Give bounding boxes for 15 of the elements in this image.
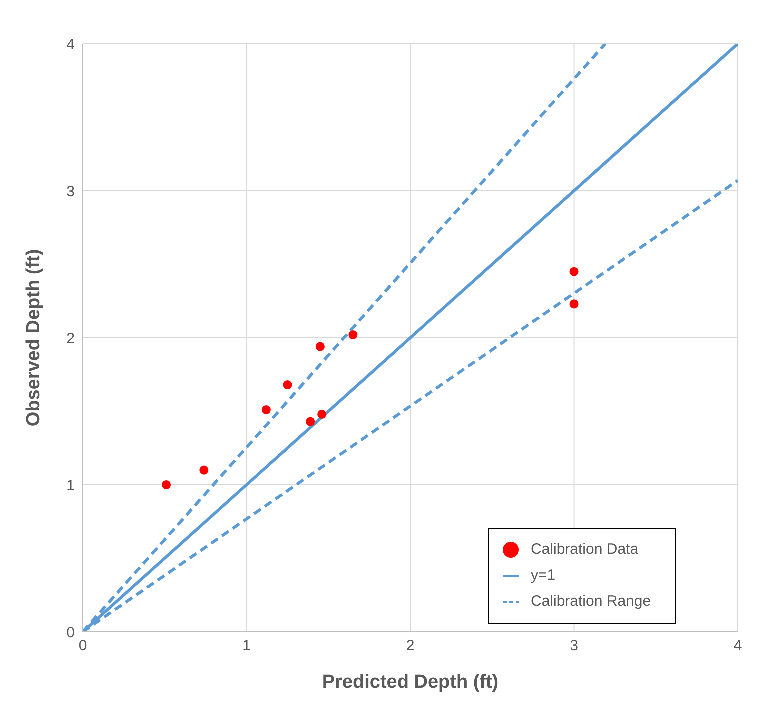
x-tick-label: 4	[734, 638, 742, 655]
legend-label: y=1	[531, 567, 556, 584]
y-tick-label: 3	[66, 183, 75, 200]
x-tick-label: 3	[570, 638, 578, 655]
x-tick-label: 2	[406, 638, 415, 655]
y-tick-label: 4	[66, 36, 75, 54]
y-tick-label: 1	[66, 477, 75, 494]
y-tick-label: 2	[66, 330, 75, 348]
legend-label: Calibration Data	[531, 541, 639, 558]
y-axis-title: Observed Depth (ft)	[24, 249, 45, 427]
x-tick-label: 0	[78, 638, 88, 655]
y-tick-label: 0	[66, 624, 75, 642]
x-tick-label: 1	[242, 638, 251, 655]
legend-label: Calibration Range	[531, 593, 652, 610]
x-axis-title: Predicted Depth (ft)	[322, 672, 499, 693]
